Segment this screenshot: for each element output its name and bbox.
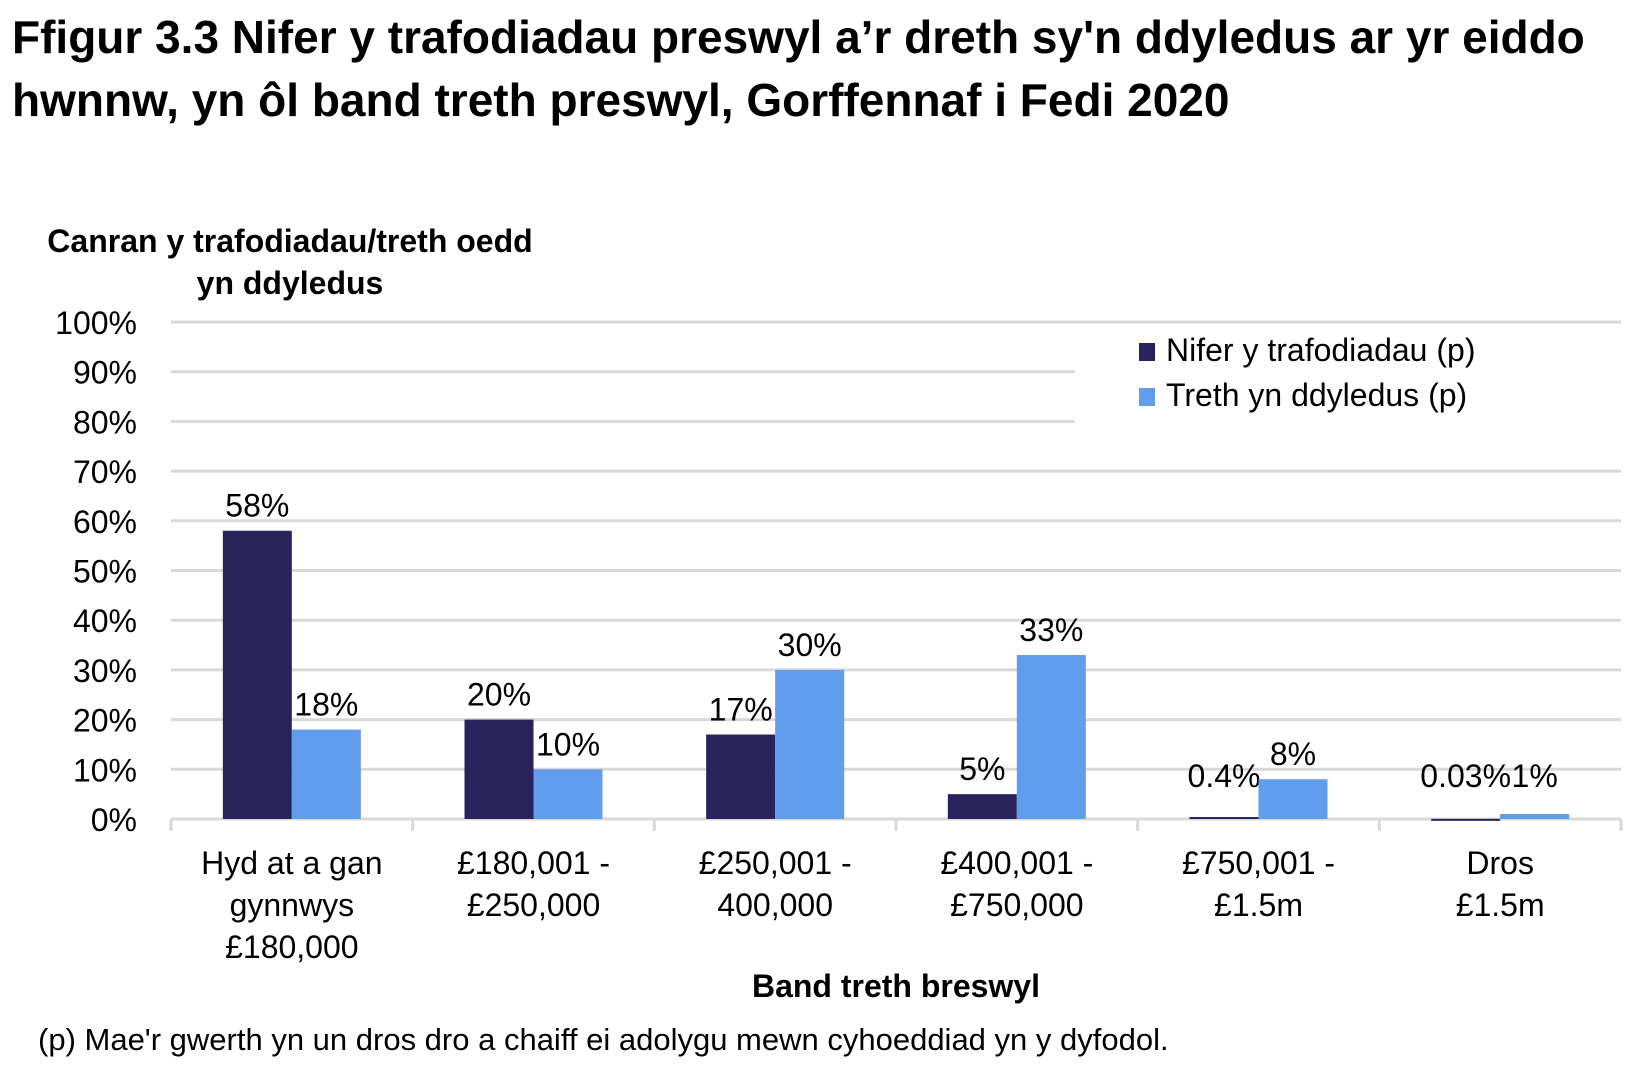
data-label: 18% <box>294 687 358 723</box>
data-label: 20% <box>467 677 531 713</box>
y-tick-label: 50% <box>73 554 137 590</box>
x-tick-label: £180,001 - <box>457 845 610 881</box>
x-tick-label: £180,000 <box>225 929 358 965</box>
y-tick-label: 80% <box>73 404 137 440</box>
bar <box>291 729 361 819</box>
data-label: 0.03% <box>1420 758 1511 794</box>
bar <box>947 794 1017 819</box>
data-label: 10% <box>536 726 600 762</box>
legend-label: Nifer y trafodiadau (p) <box>1166 332 1475 368</box>
y-tick-label: 0% <box>91 802 137 838</box>
legend-label: Treth yn ddyledus (p) <box>1166 377 1467 413</box>
data-label: 33% <box>1019 612 1083 648</box>
x-tick-label: £750,001 - <box>1182 845 1335 881</box>
bar <box>222 530 292 819</box>
data-label: 0.4% <box>1188 758 1261 794</box>
x-tick-label: £1.5m <box>1456 887 1545 923</box>
data-label: 58% <box>225 488 289 524</box>
bar <box>533 769 603 819</box>
x-tick-label: 400,000 <box>717 887 833 923</box>
x-tick-label: £400,001 - <box>940 845 1093 881</box>
y-tick-label: 30% <box>73 653 137 689</box>
footnote: (p) Mae'r gwerth yn un dros dro a chaiff… <box>38 1022 1169 1057</box>
data-label: 30% <box>778 627 842 663</box>
y-tick-label: 60% <box>73 504 137 540</box>
data-label: 1% <box>1512 758 1558 794</box>
x-tick-label: £1.5m <box>1214 887 1303 923</box>
bar <box>1431 818 1501 821</box>
x-tick-label: £750,000 <box>950 887 1083 923</box>
x-tick-label: £250,000 <box>467 887 600 923</box>
bar <box>1189 817 1259 820</box>
chart-title: Ffigur 3.3 Nifer y trafodiadau preswyl a… <box>12 11 1585 126</box>
legend-background <box>1075 334 1621 424</box>
y-tick-label: 90% <box>73 355 137 391</box>
y-axis-label: Canran y trafodiadau/treth oedd yn ddyle… <box>47 223 533 301</box>
x-tick-label: gynnwys <box>230 887 355 923</box>
bar <box>1258 779 1328 819</box>
y-tick-label: 100% <box>55 305 137 341</box>
x-tick-label: £250,001 - <box>699 845 852 881</box>
y-tick-label: 20% <box>73 703 137 739</box>
x-tick-label: Dros <box>1466 845 1534 881</box>
bar <box>1500 814 1570 819</box>
legend-swatch <box>1139 343 1155 361</box>
y-tick-label: 70% <box>73 454 137 490</box>
bar <box>706 734 776 819</box>
data-label: 17% <box>709 692 773 728</box>
bar <box>775 669 845 819</box>
y-tick-label: 40% <box>73 603 137 639</box>
x-axis-label: Band treth breswyl <box>751 968 1041 1004</box>
data-label: 8% <box>1270 736 1316 772</box>
data-label: 5% <box>959 751 1005 787</box>
y-tick-label: 10% <box>73 752 137 788</box>
bar <box>464 719 534 819</box>
legend-swatch <box>1139 388 1155 406</box>
x-tick-label: Hyd at a gan <box>201 845 382 881</box>
bar <box>1016 654 1086 819</box>
